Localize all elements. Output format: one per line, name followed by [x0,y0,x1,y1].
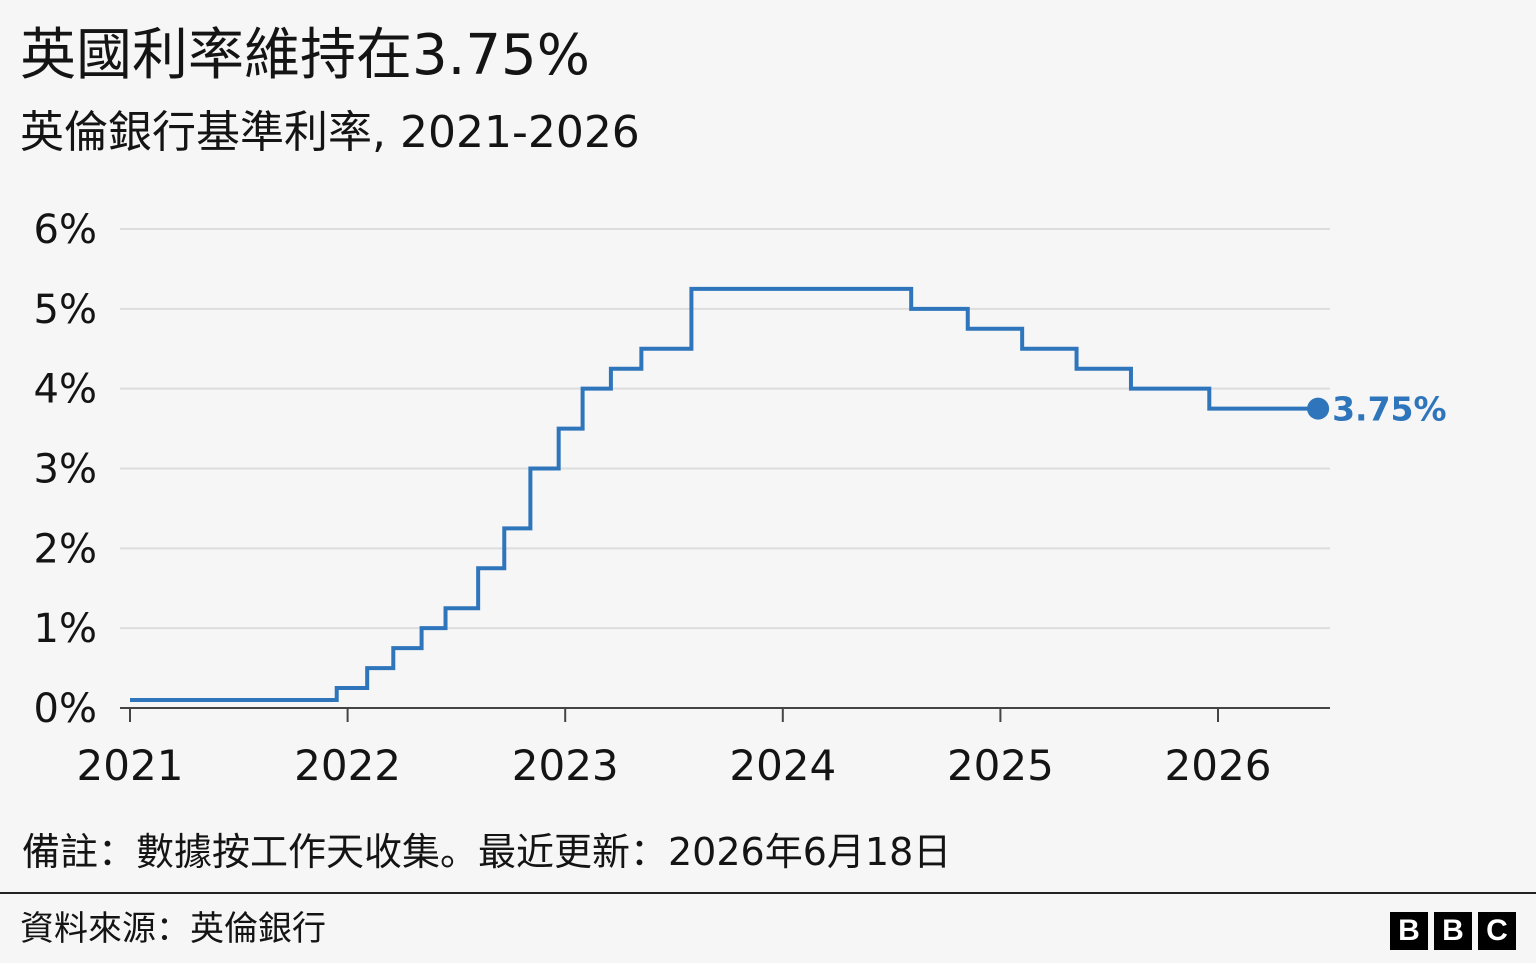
y-tick-label: 5% [34,287,97,333]
y-tick-label: 1% [34,606,97,652]
y-tick-label: 2% [34,526,97,572]
x-tick-label: 2021 [77,741,184,790]
y-tick-label: 3% [34,447,97,493]
footnote: 備註：數據按工作天收集。最近更新：2026年6月18日 [22,830,952,874]
rate-line-chart: 0% 1% 2% 3% 4% 5% 6% 2021 2022 2023 2024 2025 2026 3.… [34,207,1447,790]
latest-rate-point [1307,397,1330,420]
y-tick-label: 4% [34,367,97,413]
bbc-logo: B B C [1390,912,1516,950]
latest-rate-label: 3.75% [1332,390,1447,429]
x-tick-label: 2024 [729,741,836,790]
source-credit: 資料來源：英倫銀行 [20,909,326,949]
chart-subtitle: 英倫銀行基準利率, 2021-2026 [20,107,640,158]
x-tick-label: 2025 [947,741,1054,790]
chart-title: 英國利率維持在3.75% [20,23,590,88]
bbc-logo-letter: B [1390,912,1428,950]
x-tick-label: 2023 [512,741,619,790]
y-tick-label: 0% [34,686,97,732]
x-tick-label: 2026 [1165,741,1272,790]
footer-divider [0,892,1536,894]
y-tick-label: 6% [34,207,97,253]
x-tick-label: 2022 [294,741,401,790]
bbc-logo-letter: C [1478,912,1516,950]
rate-step-line [130,286,1319,703]
bbc-logo-letter: B [1434,912,1472,950]
